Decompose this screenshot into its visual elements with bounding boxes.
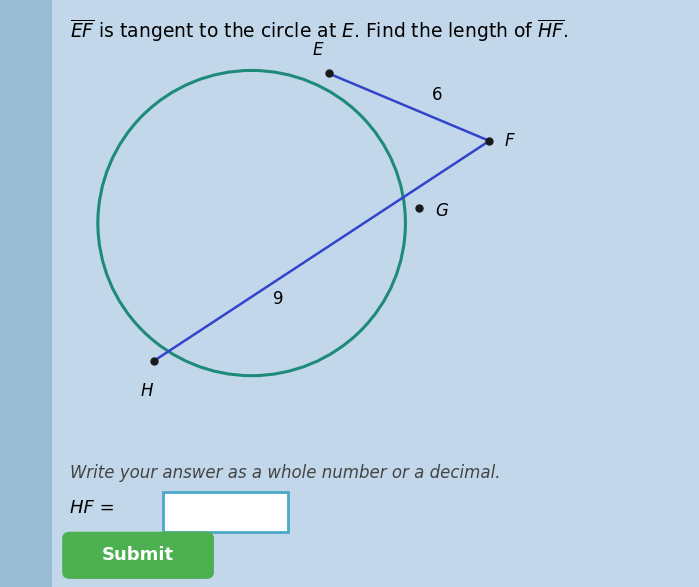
Text: Write your answer as a whole number or a decimal.: Write your answer as a whole number or a… <box>70 464 500 482</box>
Text: G: G <box>435 203 447 220</box>
Text: H: H <box>140 382 153 400</box>
Text: 9: 9 <box>273 290 284 308</box>
FancyBboxPatch shape <box>163 492 288 532</box>
Text: Submit: Submit <box>101 546 174 564</box>
Text: E: E <box>312 41 324 59</box>
Text: HF =: HF = <box>70 499 120 517</box>
Bar <box>0 0 52 587</box>
Text: $\overline{EF}$ is tangent to the circle at $E$. Find the length of $\overline{H: $\overline{EF}$ is tangent to the circle… <box>70 18 568 44</box>
Text: F: F <box>505 132 514 150</box>
Text: 6: 6 <box>431 86 442 104</box>
FancyBboxPatch shape <box>63 532 213 578</box>
